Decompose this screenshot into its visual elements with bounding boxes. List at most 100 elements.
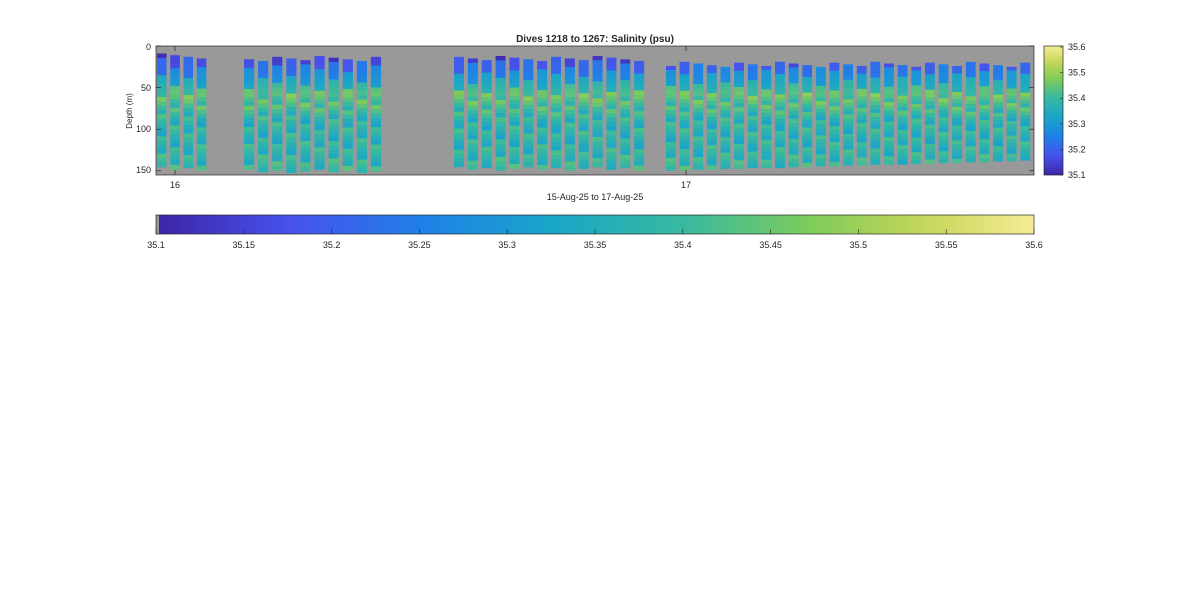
salinity-cell	[578, 64, 589, 70]
salinity-cell	[938, 90, 949, 96]
salinity-cell	[183, 116, 194, 122]
salinity-cell	[157, 136, 167, 142]
salinity-cell	[679, 61, 690, 67]
salinity-cell	[272, 69, 283, 75]
salinity-cell	[183, 86, 194, 92]
salinity-cell	[856, 65, 867, 71]
salinity-cell	[775, 82, 785, 87]
salinity-cell	[592, 102, 603, 108]
salinity-cell	[856, 138, 867, 143]
colorbar-horizontal: 35.1 35.15 35.2 35.25 35.3 35.35 35.4 35…	[147, 214, 1043, 250]
salinity-cell	[802, 80, 813, 86]
salinity-cell	[300, 153, 311, 159]
salinity-cell	[578, 101, 589, 107]
salinity-cell	[720, 164, 731, 169]
salinity-cell	[170, 99, 180, 104]
salinity-cell	[258, 65, 269, 71]
salinity-cell	[183, 150, 194, 156]
salinity-cell	[157, 101, 167, 107]
salinity-cell	[157, 92, 167, 98]
salinity-cell	[551, 133, 561, 139]
salinity-cell	[856, 145, 867, 151]
salinity-cell	[634, 165, 645, 171]
salinity-cell	[802, 88, 813, 94]
salinity-cell	[314, 69, 325, 74]
salinity-cell	[706, 65, 717, 70]
salinity-cell	[342, 110, 353, 116]
salinity-cell	[1006, 92, 1017, 97]
salinity-cell	[856, 100, 867, 105]
salinity-cell	[300, 141, 311, 146]
salinity-cell	[356, 142, 367, 148]
salinity-cell	[620, 150, 631, 156]
salinity-cell	[157, 131, 167, 137]
salinity-cell	[370, 100, 382, 106]
salinity-cell	[993, 76, 1003, 81]
salinity-cell	[467, 62, 478, 68]
salinity-cell	[314, 64, 325, 70]
salinity-cell	[829, 138, 840, 143]
salinity-cell	[356, 159, 367, 165]
salinity-cell	[370, 109, 382, 115]
salinity-cell	[196, 131, 207, 137]
salinity-cell	[467, 147, 478, 153]
salinity-cell	[300, 128, 311, 134]
salinity-cell	[666, 146, 676, 151]
salinity-cell	[620, 105, 631, 110]
salinity-cell	[911, 85, 922, 90]
salinity-cell	[606, 164, 617, 170]
salinity-cell	[314, 90, 325, 96]
salinity-cell	[342, 157, 353, 163]
salinity-cell	[183, 120, 194, 126]
salinity-cell	[706, 161, 717, 166]
salinity-cell	[666, 158, 676, 163]
salinity-cell	[761, 120, 772, 126]
salinity-cell	[356, 129, 367, 135]
salinity-cell	[258, 78, 269, 83]
salinity-cell	[564, 105, 575, 111]
salinity-cell	[328, 105, 339, 111]
salinity-cell	[592, 124, 603, 129]
salinity-cell	[196, 118, 207, 124]
salinity-cell	[244, 88, 255, 94]
salinity-cell	[924, 147, 935, 153]
salinity-cell	[523, 71, 534, 77]
salinity-cell	[706, 117, 717, 122]
salinity-cell	[666, 162, 676, 167]
salinity-cell	[911, 155, 922, 161]
salinity-cell	[244, 67, 255, 73]
salinity-cell	[761, 105, 772, 110]
salinity-cell	[1006, 84, 1017, 90]
salinity-cell	[551, 107, 561, 113]
salinity-cell	[551, 116, 561, 122]
salinity-cell	[734, 62, 744, 68]
salinity-cell	[551, 95, 561, 100]
salinity-cell	[157, 123, 167, 129]
salinity-cell	[454, 154, 464, 159]
salinity-cell	[481, 101, 492, 107]
salinity-cell	[300, 81, 311, 87]
salinity-cell	[314, 151, 325, 157]
salinity-cell	[537, 90, 548, 95]
salinity-cell	[314, 55, 325, 61]
salinity-cell	[551, 82, 561, 88]
salinity-cell	[592, 98, 603, 104]
salinity-cell	[157, 162, 167, 168]
salinity-cell	[537, 140, 548, 145]
salinity-cell	[706, 137, 717, 142]
salinity-cell	[706, 81, 717, 86]
salinity-cell	[606, 57, 617, 63]
salinity-cell	[761, 140, 772, 145]
salinity-cell	[856, 111, 867, 117]
salinity-cell	[342, 76, 353, 82]
salinity-cell	[720, 148, 731, 154]
salinity-cell	[666, 73, 676, 79]
salinity-cell	[342, 80, 353, 86]
salinity-cell	[467, 58, 478, 64]
salinity-cell	[300, 145, 311, 151]
salinity-cell	[993, 149, 1003, 155]
salinity-cell	[761, 89, 772, 94]
salinity-cell	[979, 89, 990, 95]
salinity-cell	[592, 77, 603, 83]
salinity-cell	[761, 155, 772, 161]
